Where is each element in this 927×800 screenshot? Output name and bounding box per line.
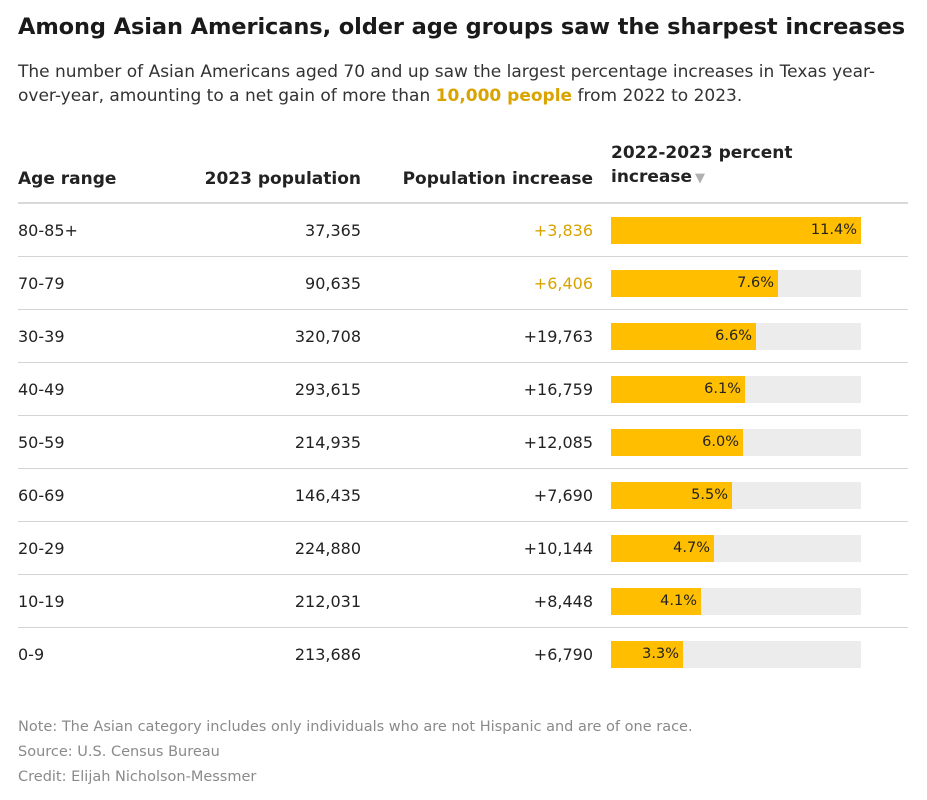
bar-track: 6.1% — [611, 375, 861, 403]
chart-footer: Note: The Asian category includes only i… — [18, 715, 693, 790]
footer-source: Source: U.S. Census Bureau — [18, 744, 220, 760]
cell-percent-increase: 11.4% — [593, 203, 908, 257]
column-header-population[interactable]: 2023 population — [168, 134, 361, 204]
bar-track: 6.0% — [611, 428, 861, 456]
bar — [611, 428, 743, 456]
bar-track: 11.4% — [611, 216, 861, 244]
bar — [611, 216, 861, 244]
bar-track: 6.6% — [611, 322, 861, 350]
subtitle-text-before: The number of Asian Americans aged 70 an… — [18, 62, 876, 106]
table-row: 10-19 212,031 +8,448 4.1% — [18, 574, 908, 628]
sort-descending-icon[interactable]: ▼ — [695, 171, 706, 186]
cell-age-range: 60-69 — [18, 468, 168, 522]
cell-age-range: 0-9 — [18, 644, 45, 664]
bar — [611, 534, 714, 562]
bar-value-label: 5.5% — [691, 486, 728, 503]
bar-value-label: 6.6% — [715, 327, 752, 344]
cell-population-increase: +16,759 — [361, 362, 593, 416]
cell-percent-increase: 4.7% — [593, 521, 908, 575]
cell-population: 320,708 — [168, 309, 361, 363]
cell-age-range: 40-49 — [18, 362, 168, 416]
column-header-percent[interactable]: 2022-2023 percent increase ▼ — [593, 134, 908, 204]
cell-population-increase: +7,690 — [361, 468, 593, 522]
table-row: 20-29 224,880 +10,144 4.7% — [18, 521, 908, 575]
cell-population-increase: +8,448 — [361, 574, 593, 628]
cell-age-range: 80-85+ — [18, 203, 168, 257]
cell-population: 90,635 — [168, 256, 361, 310]
cell-percent-increase: 6.6% — [593, 309, 908, 363]
cell-percent-increase: 6.1% — [593, 362, 908, 416]
subtitle-text-after: from 2022 to 2023. — [572, 86, 743, 106]
footer-note: Note: The Asian category includes only i… — [18, 719, 693, 735]
subtitle-highlight: 10,000 people — [435, 86, 573, 106]
table-row: 30-39 320,708 +19,763 6.6% — [18, 309, 908, 363]
chart-title: Among Asian Americans, older age groups … — [18, 14, 906, 40]
cell-percent-increase: 7.6% — [593, 256, 908, 310]
cell-population-increase: +3,836 — [361, 203, 593, 257]
bar-value-label: 6.0% — [702, 433, 739, 450]
cell-population: 213,686 — [294, 644, 361, 664]
table-row: 80-85+ 37,365 +3,836 11.4% — [18, 203, 908, 257]
cell-age-range: 10-19 — [18, 574, 168, 628]
bar-track: 5.5% — [611, 481, 861, 509]
table-row: 60-69 146,435 +7,690 5.5% — [18, 468, 908, 522]
cell-age-range: 30-39 — [18, 309, 168, 363]
cell-population-increase: +6,406 — [361, 256, 593, 310]
bar-track: 3.3% — [611, 640, 861, 668]
footer-credit: Credit: Elijah Nicholson-Messmer — [18, 769, 257, 785]
bar-value-label: 7.6% — [737, 274, 774, 291]
table-row: 50-59 214,935 +12,085 6.0% — [18, 415, 908, 469]
table-row: 0-9 213,686 +6,790 3.3% — [18, 628, 908, 681]
column-header-increase-label: Population increase — [402, 169, 593, 189]
chart-subtitle: The number of Asian Americans aged 70 an… — [18, 60, 898, 108]
bar — [611, 481, 732, 509]
bar-track: 7.6% — [611, 269, 861, 297]
cell-age-range: 70-79 — [18, 256, 168, 310]
column-header-age[interactable]: Age range — [18, 134, 168, 204]
cell-age-range: 20-29 — [18, 521, 168, 575]
cell-percent-increase: 3.3% — [593, 628, 908, 681]
bar — [611, 640, 683, 668]
bar-value-label: 11.4% — [810, 221, 857, 238]
cell-population-increase: +12,085 — [361, 415, 593, 469]
bar-value-label: 3.3% — [642, 645, 679, 662]
cell-population: 146,435 — [168, 468, 361, 522]
bar — [611, 587, 701, 615]
column-header-population-label: 2023 population — [204, 169, 361, 189]
bar — [611, 269, 778, 297]
column-header-age-label: Age range — [18, 169, 117, 189]
bar — [611, 375, 745, 403]
cell-population: 214,935 — [168, 415, 361, 469]
bar — [611, 322, 756, 350]
table-body: 80-85+ 37,365 +3,836 11.4% 70-79 90,635 +6,406… — [18, 203, 908, 680]
cell-population: 37,365 — [168, 203, 361, 257]
table-row: 40-49 293,615 +16,759 6.1% — [18, 362, 908, 416]
cell-population-increase: +6,790 — [533, 644, 593, 664]
cell-population-increase: +19,763 — [361, 309, 593, 363]
cell-population: 224,880 — [168, 521, 361, 575]
bar-track: 4.7% — [611, 534, 861, 562]
cell-age-range: 50-59 — [18, 415, 168, 469]
cell-percent-increase: 4.1% — [593, 574, 908, 628]
bar-track: 4.1% — [611, 587, 861, 615]
bar-value-label: 6.1% — [704, 380, 741, 397]
cell-percent-increase: 6.0% — [593, 415, 908, 469]
cell-population: 293,615 — [168, 362, 361, 416]
table-header-row: Age range 2023 population Population inc… — [18, 134, 908, 204]
bar-value-label: 4.7% — [673, 539, 710, 556]
cell-population-increase: +10,144 — [361, 521, 593, 575]
cell-population: 212,031 — [168, 574, 361, 628]
table-row: 70-79 90,635 +6,406 7.6% — [18, 256, 908, 310]
bar-value-label: 4.1% — [660, 592, 697, 609]
column-header-percent-label: 2022-2023 percent increase — [611, 143, 793, 187]
column-header-increase[interactable]: Population increase — [361, 134, 593, 204]
data-table: Age range 2023 population Population inc… — [18, 134, 908, 680]
cell-percent-increase: 5.5% — [593, 468, 908, 522]
